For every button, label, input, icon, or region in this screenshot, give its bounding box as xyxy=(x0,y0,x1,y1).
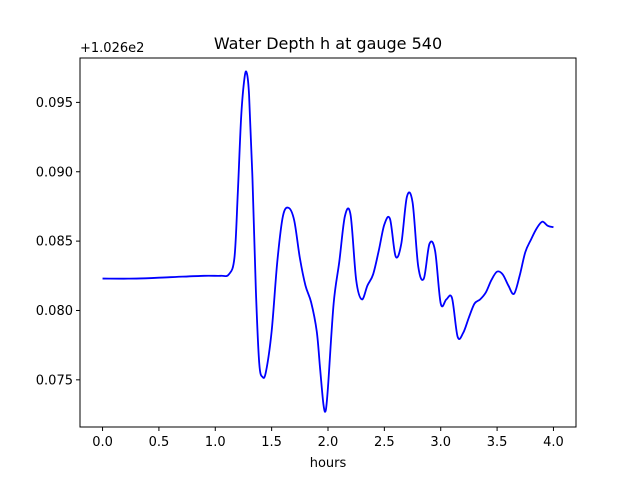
x-tick-label: 0.5 xyxy=(149,435,170,450)
x-axis-label: hours xyxy=(310,456,347,471)
y-tick-label: 0.090 xyxy=(36,165,73,180)
y-axis: 0.075 0.080 0.085 0.090 0.095 xyxy=(36,96,80,388)
y-tick-label: 0.075 xyxy=(36,373,73,388)
series-line xyxy=(102,70,554,413)
x-tick-label: 0.0 xyxy=(92,435,113,450)
x-tick-label: 1.0 xyxy=(205,435,226,450)
x-tick-label: 2.5 xyxy=(374,435,395,450)
y-tick-label: 0.080 xyxy=(36,304,73,319)
y-tick-label: 0.085 xyxy=(36,235,73,250)
x-tick-label: 1.5 xyxy=(261,435,282,450)
y-tick-label: 0.095 xyxy=(36,96,73,111)
plot-area xyxy=(102,70,554,413)
x-tick-label: 3.0 xyxy=(430,435,451,450)
chart-title: Water Depth h at gauge 540 xyxy=(214,34,442,53)
y-offset-label: +1.026e2 xyxy=(80,41,144,56)
x-tick-label: 3.5 xyxy=(487,435,508,450)
x-tick-label: 2.0 xyxy=(318,435,339,450)
x-tick-label: 4.0 xyxy=(543,435,564,450)
x-axis: 0.0 0.5 1.0 1.5 2.0 2.5 3.0 3.5 4.0 xyxy=(92,427,564,450)
